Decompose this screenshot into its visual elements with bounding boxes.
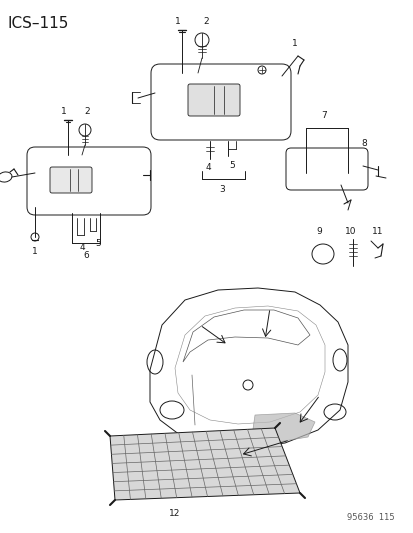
Text: 9: 9 [316, 227, 321, 236]
Text: 6: 6 [83, 251, 89, 260]
Text: 8: 8 [360, 139, 366, 148]
Text: 1: 1 [32, 246, 38, 255]
Text: 10: 10 [344, 227, 356, 236]
Polygon shape [110, 428, 299, 500]
FancyBboxPatch shape [151, 64, 290, 140]
FancyBboxPatch shape [188, 84, 240, 116]
FancyBboxPatch shape [285, 148, 367, 190]
Text: 1: 1 [292, 39, 297, 49]
Polygon shape [252, 413, 314, 442]
Text: 5: 5 [228, 160, 234, 169]
Text: 2: 2 [203, 18, 208, 27]
Text: 12: 12 [169, 508, 180, 518]
Text: 5: 5 [95, 239, 101, 248]
Text: 3: 3 [218, 184, 224, 193]
Text: 2: 2 [84, 108, 90, 117]
Text: 1: 1 [175, 18, 180, 27]
FancyBboxPatch shape [27, 147, 151, 215]
Text: 1: 1 [61, 108, 67, 117]
Text: 7: 7 [320, 111, 326, 120]
FancyBboxPatch shape [50, 167, 92, 193]
Text: 11: 11 [371, 227, 383, 236]
Text: ICS–115: ICS–115 [8, 16, 69, 31]
Text: 4: 4 [205, 163, 210, 172]
Text: 95636  115: 95636 115 [347, 513, 394, 522]
Text: 4: 4 [79, 244, 85, 253]
